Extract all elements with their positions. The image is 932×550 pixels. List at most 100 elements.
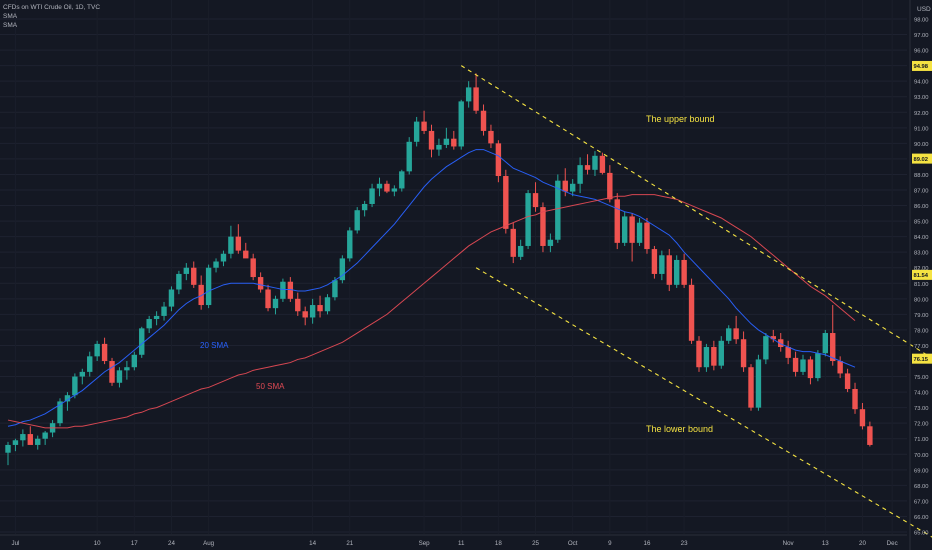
candle-body	[681, 259, 687, 285]
candle-body	[867, 426, 873, 445]
y-tick-label-2: 67.00	[914, 499, 929, 505]
candle-body	[235, 236, 242, 251]
x-tick-label-1: 10	[94, 540, 101, 547]
candle-body	[778, 339, 784, 348]
candle-body	[72, 376, 78, 396]
candle-body	[309, 305, 316, 318]
candle-body	[317, 305, 323, 312]
candle-body	[332, 280, 338, 298]
channel-lower-line	[475, 267, 932, 538]
y-tick-label-7: 72.00	[914, 422, 929, 428]
candle-body	[532, 193, 539, 208]
price-tag-1	[912, 153, 932, 164]
candle-body	[540, 207, 546, 246]
candle-body	[376, 183, 383, 189]
x-tick-label-15: Nov	[783, 540, 795, 547]
candle-body	[614, 199, 620, 243]
candle-body	[792, 357, 799, 372]
candle-body	[584, 165, 591, 170]
candle-body	[213, 261, 219, 268]
indicator-label-sma-1[interactable]: SMA	[3, 13, 18, 20]
annotation-lower-bound: The lower bound	[646, 424, 713, 434]
candle-body	[852, 388, 858, 410]
candle-body	[324, 297, 331, 312]
candle-body	[176, 273, 182, 290]
candle-body	[101, 343, 108, 361]
candle-body	[87, 356, 93, 372]
candle-body	[517, 245, 524, 257]
candle-body	[659, 255, 665, 274]
candle-body	[726, 328, 732, 341]
symbol-title[interactable]: CFDs on WTI Crude Oil, 1D, TVC	[3, 4, 101, 11]
candle-body	[139, 328, 145, 355]
label-sma-20: 20 SMA	[200, 341, 229, 350]
candle-body	[205, 267, 212, 306]
candle-body	[465, 87, 472, 102]
x-tick-label-13: 16	[644, 540, 651, 547]
candle-body	[354, 210, 360, 231]
candle-body	[748, 367, 754, 408]
candle-body	[399, 171, 405, 189]
candle-body	[168, 289, 175, 307]
candle-body	[64, 395, 71, 402]
candle-body	[428, 130, 435, 150]
candle-body	[607, 172, 613, 200]
candle-body	[183, 267, 190, 274]
candle-body	[651, 249, 658, 274]
candle-body	[696, 340, 702, 368]
y-tick-label-32: 97.00	[914, 33, 929, 39]
price-tag-label-0: 94.98	[914, 64, 929, 70]
candle-body	[302, 311, 308, 318]
candle-body	[295, 298, 301, 312]
candle-body	[688, 284, 695, 341]
chart-legend: CFDs on WTI Crude Oil, 1D, TVC SMA SMA	[3, 3, 100, 30]
candle-body	[837, 361, 843, 374]
candle-body	[830, 333, 836, 361]
price-tag-label-1: 89.02	[914, 157, 929, 163]
candle-body	[228, 236, 234, 254]
annotation-upper-bound: The upper bound	[646, 114, 715, 124]
y-tick-label-26: 91.00	[914, 126, 929, 132]
candle-body	[131, 354, 138, 368]
y-tick-label-10: 75.00	[914, 375, 929, 381]
candle-body	[569, 183, 576, 192]
candle-body	[421, 121, 427, 131]
x-tick-label-16: 13	[822, 540, 829, 547]
y-tick-label-3: 68.00	[914, 484, 929, 490]
candle-body	[577, 165, 583, 184]
y-tick-label-17: 82.00	[914, 266, 929, 272]
candle-body	[12, 440, 19, 445]
channel-upper-line	[460, 65, 932, 359]
y-tick-label-33: 98.00	[914, 18, 929, 24]
candle-body	[458, 101, 464, 147]
candle-body	[5, 444, 11, 453]
candle-body	[807, 359, 814, 379]
x-tick-label-18: Dec	[887, 540, 898, 547]
y-tick-label-25: 90.00	[914, 142, 929, 148]
y-tick-label-21: 86.00	[914, 204, 929, 210]
x-tick-label-10: 25	[532, 540, 539, 547]
candle-body	[599, 155, 606, 173]
y-tick-label-8: 73.00	[914, 406, 929, 412]
candle-body	[191, 267, 197, 285]
candle-body	[763, 336, 769, 360]
y-tick-label-4: 69.00	[914, 468, 929, 474]
candle-body	[844, 373, 851, 389]
candle-body	[755, 359, 762, 408]
candle-body	[109, 361, 115, 383]
candle-body	[265, 289, 271, 309]
candle-body	[473, 87, 479, 111]
indicator-label-sma-2[interactable]: SMA	[3, 22, 18, 29]
y-tick-label-29: 94.00	[914, 80, 929, 86]
y-tick-label-20: 85.00	[914, 220, 929, 226]
candle-body	[124, 367, 130, 371]
candle-body	[116, 370, 123, 383]
x-tick-label-2: 17	[131, 540, 138, 547]
candle-body	[257, 277, 264, 290]
candle-body	[718, 340, 724, 366]
candle-body	[35, 438, 41, 445]
candle-body	[644, 222, 650, 250]
y-tick-label-27: 92.00	[914, 111, 929, 117]
candle-body	[79, 371, 85, 377]
